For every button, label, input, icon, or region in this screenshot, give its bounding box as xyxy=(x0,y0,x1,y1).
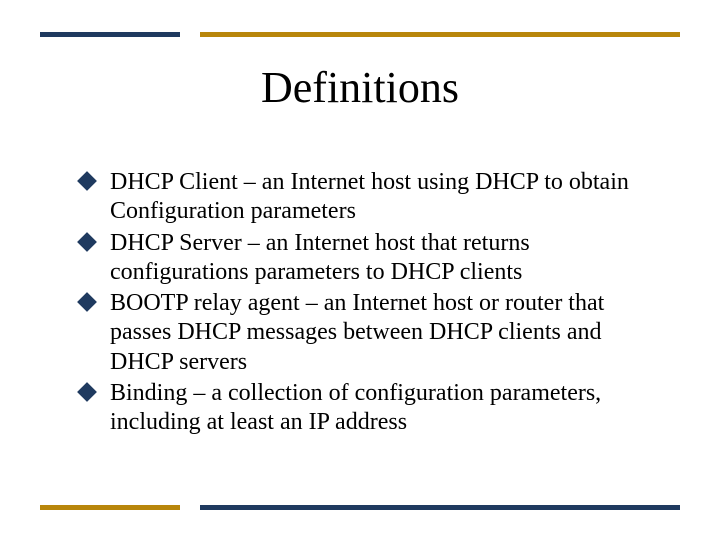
top-rule-accent xyxy=(40,32,180,37)
diamond-bullet-icon xyxy=(77,382,97,402)
bottom-rule-gold xyxy=(40,505,180,510)
diamond-bullet-icon xyxy=(77,171,97,191)
bullet-text: DHCP Server – an Internet host that retu… xyxy=(110,230,530,285)
list-item: DHCP Client – an Internet host using DHC… xyxy=(80,168,660,227)
bullet-text: BOOTP relay agent – an Internet host or … xyxy=(110,290,604,375)
bottom-rule-accent xyxy=(200,505,680,510)
bullet-text: Binding – a collection of configuration … xyxy=(110,380,601,435)
diamond-bullet-icon xyxy=(77,292,97,312)
bullet-list: DHCP Client – an Internet host using DHC… xyxy=(80,168,660,439)
list-item: DHCP Server – an Internet host that retu… xyxy=(80,229,660,288)
list-item: BOOTP relay agent – an Internet host or … xyxy=(80,289,660,377)
slide-title: Definitions xyxy=(0,62,720,113)
top-rule-gold xyxy=(200,32,680,37)
list-item: Binding – a collection of configuration … xyxy=(80,379,660,438)
diamond-bullet-icon xyxy=(77,232,97,252)
bullet-text: DHCP Client – an Internet host using DHC… xyxy=(110,169,629,224)
slide: Definitions DHCP Client – an Internet ho… xyxy=(0,0,720,540)
